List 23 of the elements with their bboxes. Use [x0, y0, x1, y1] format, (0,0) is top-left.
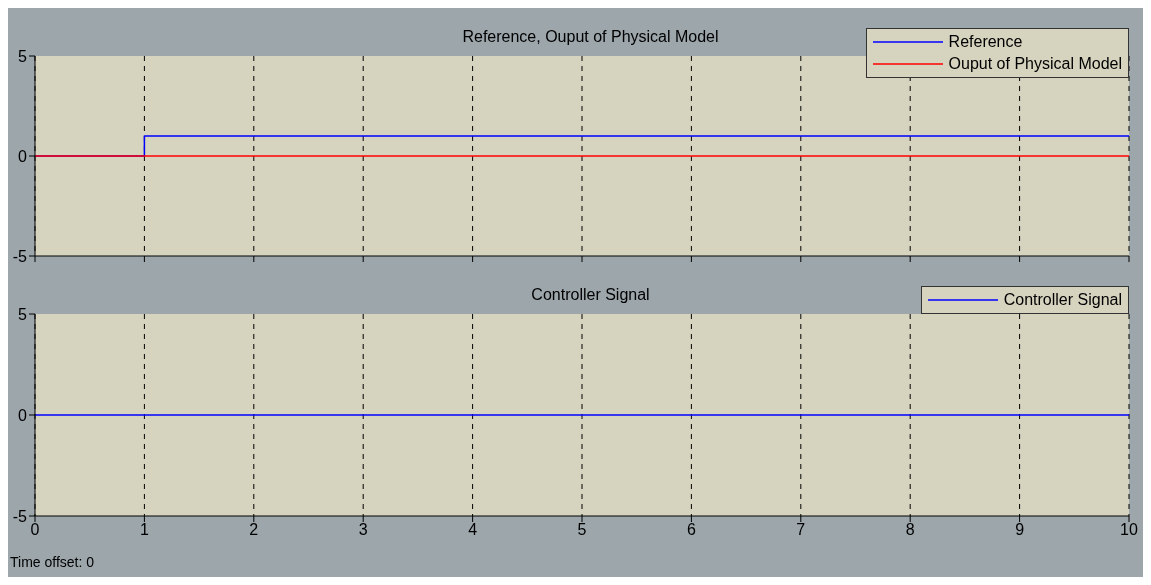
y-tick-label: 5	[18, 47, 28, 65]
x-tick-label: 4	[468, 521, 478, 539]
x-tick-label: 8	[905, 521, 915, 539]
legend-label: Controller Signal	[1003, 291, 1122, 309]
x-tick-label: 2	[249, 521, 259, 539]
legend-label: Ouput of Physical Model	[948, 55, 1122, 73]
x-tick-label: 3	[358, 521, 368, 539]
x-tick-label: 0	[30, 521, 40, 539]
x-tick-label: 5	[577, 521, 587, 539]
x-tick-label: 9	[1015, 521, 1025, 539]
y-tick-label: 5	[18, 305, 28, 323]
x-tick-label: 6	[686, 521, 696, 539]
y-tick-label: 0	[18, 406, 28, 424]
y-tick-label: -5	[12, 507, 28, 525]
chart-title: Reference, Ouput of Physical Model	[462, 28, 719, 45]
text: Time offset: 0	[10, 554, 96, 570]
x-tick-label: 7	[796, 521, 806, 539]
legend-label: Reference	[948, 33, 1023, 51]
x-tick-label: 1	[139, 521, 149, 539]
x-tick-label: 10	[1120, 521, 1138, 539]
y-tick-label: 0	[18, 147, 28, 165]
y-tick-label: -5	[12, 247, 28, 265]
chart-title: Controller Signal	[531, 286, 650, 303]
